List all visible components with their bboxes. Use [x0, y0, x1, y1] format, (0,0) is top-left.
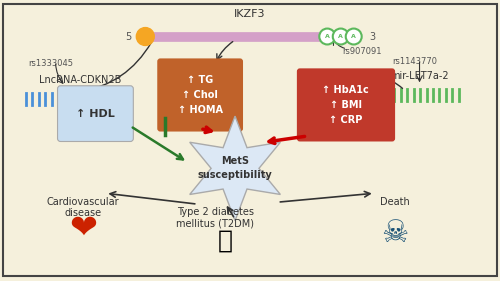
Text: 3: 3 [369, 31, 375, 42]
Circle shape [333, 29, 348, 44]
Text: MetS
susceptibility: MetS susceptibility [198, 156, 272, 180]
Text: rs907091: rs907091 [342, 47, 382, 56]
Text: ↑ HDL: ↑ HDL [76, 109, 115, 119]
Text: ↑ TG
↑ Chol
↑ HOMA: ↑ TG ↑ Chol ↑ HOMA [178, 75, 222, 115]
Text: 5: 5 [124, 31, 131, 42]
Circle shape [320, 29, 336, 44]
Text: rs1143770: rs1143770 [392, 57, 437, 66]
Text: LncRNA-CDKN2B: LncRNA-CDKN2B [40, 75, 121, 85]
Text: ☠: ☠ [381, 219, 408, 248]
Text: ❤: ❤ [69, 212, 97, 244]
Polygon shape [190, 116, 280, 221]
Circle shape [346, 29, 362, 44]
Text: Death: Death [380, 197, 410, 207]
Text: 🦠: 🦠 [218, 228, 232, 253]
Text: rs1333045: rs1333045 [28, 59, 73, 68]
FancyBboxPatch shape [158, 58, 243, 132]
FancyBboxPatch shape [58, 86, 134, 142]
Text: mir-LET7a-2: mir-LET7a-2 [390, 71, 449, 81]
Text: Type 2 diabetes
mellitus (T2DM): Type 2 diabetes mellitus (T2DM) [176, 207, 254, 228]
Text: A: A [352, 34, 356, 39]
Text: A: A [325, 34, 330, 39]
Text: A: A [338, 34, 343, 39]
Text: IKZF3: IKZF3 [234, 9, 266, 19]
Text: Cardiovascular
disease: Cardiovascular disease [46, 197, 120, 218]
FancyBboxPatch shape [297, 68, 395, 142]
Text: ↑ HbA1c
↑ BMI
↑ CRP: ↑ HbA1c ↑ BMI ↑ CRP [322, 85, 369, 125]
Circle shape [136, 28, 154, 46]
